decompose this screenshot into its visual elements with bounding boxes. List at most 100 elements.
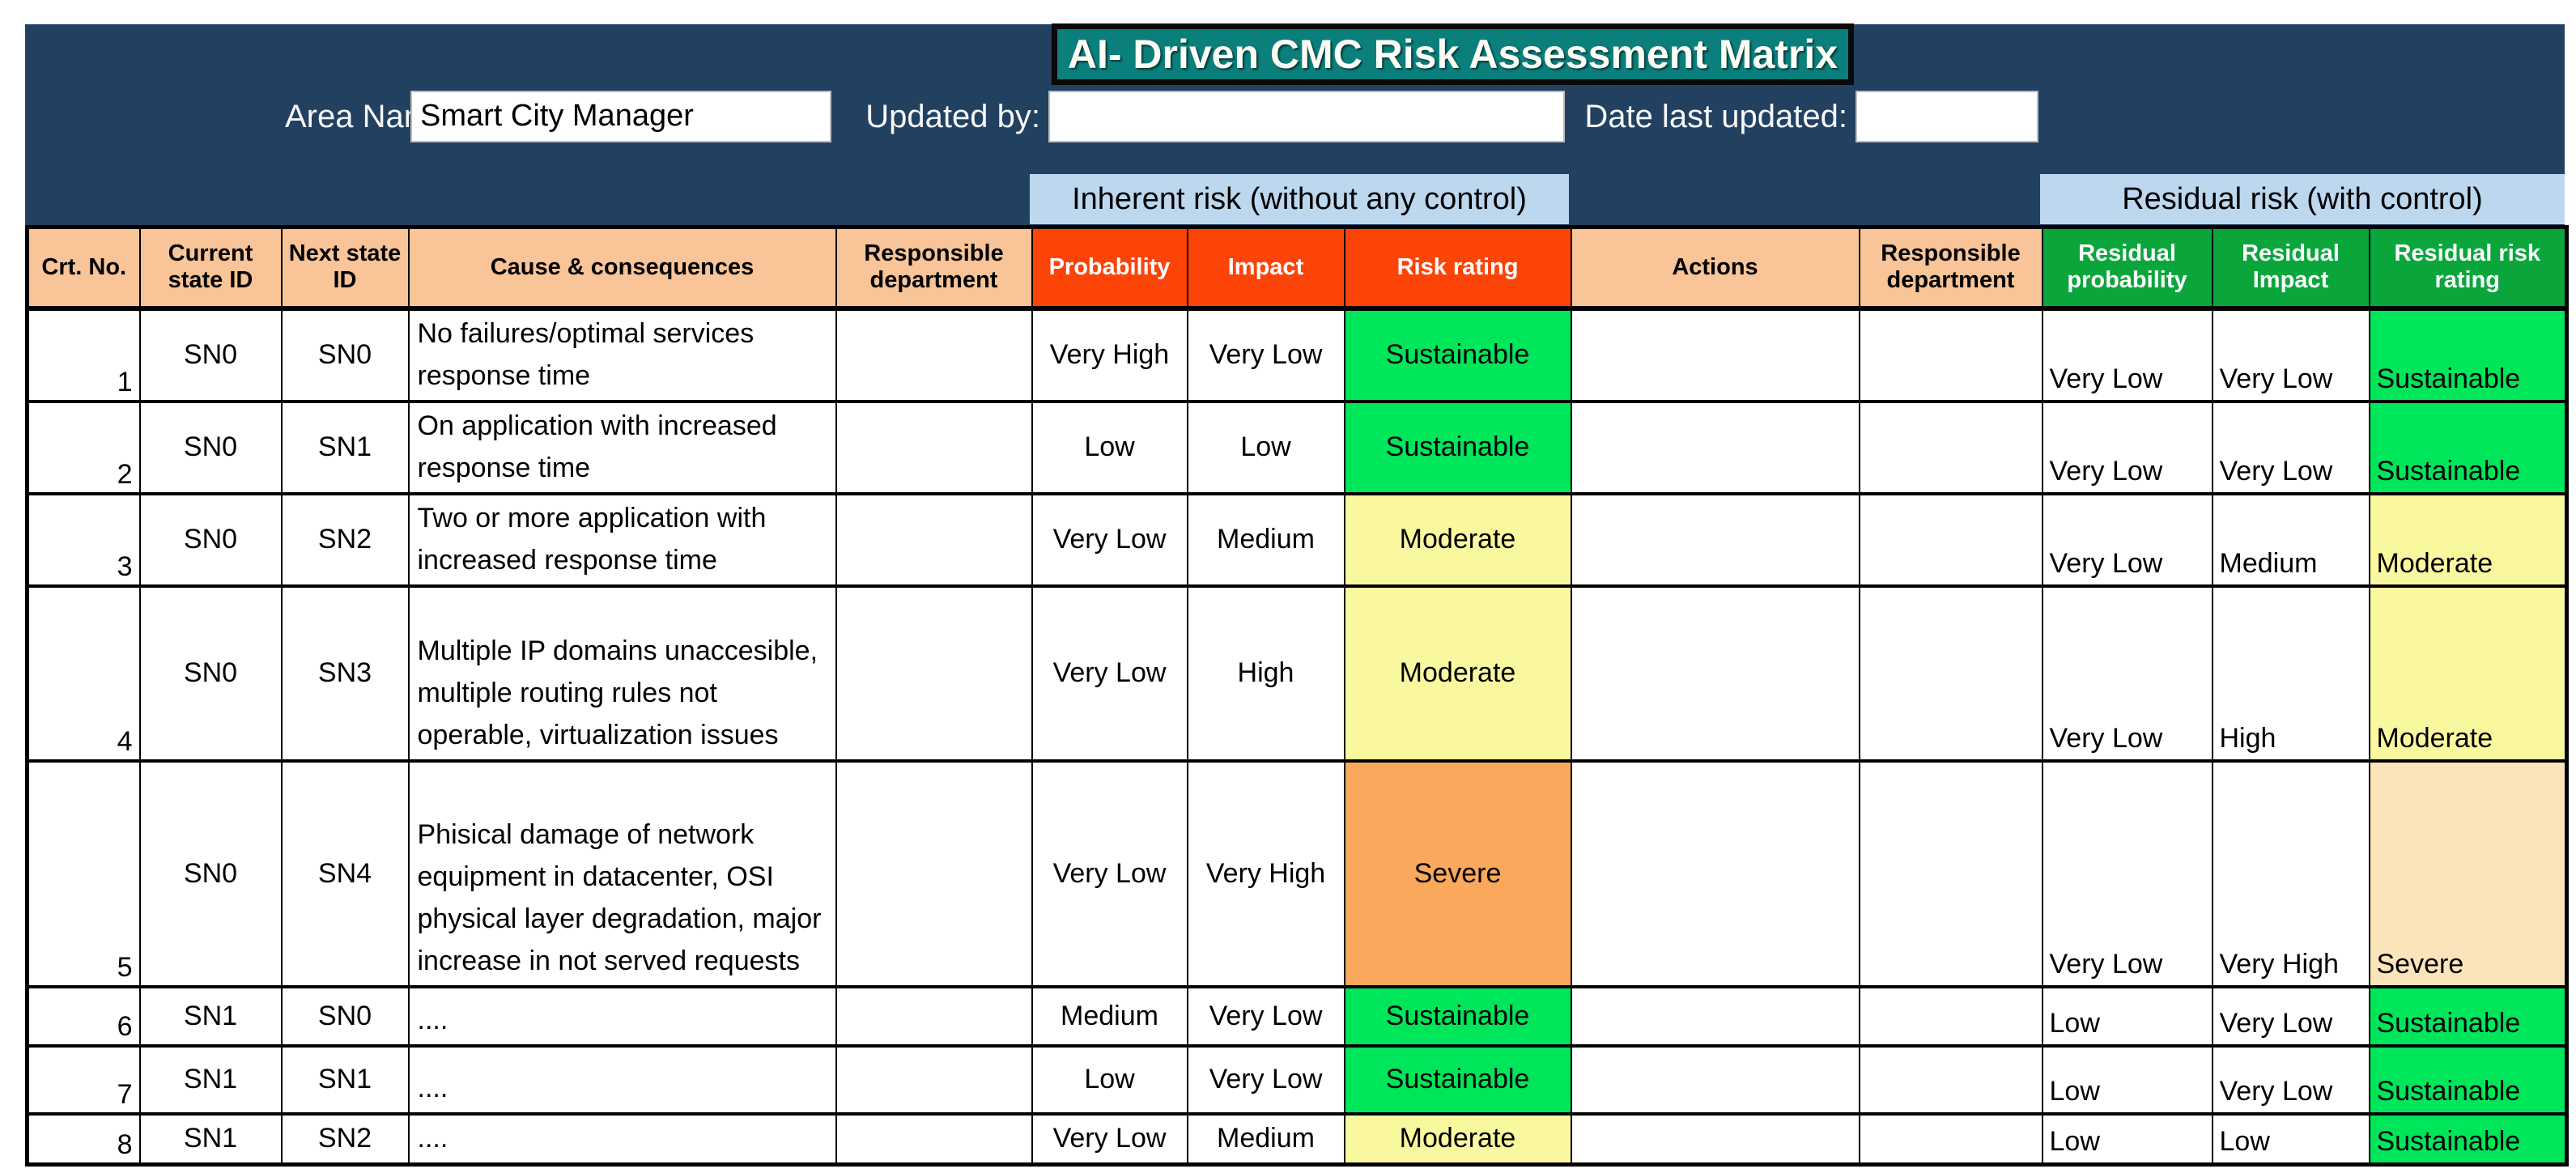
cell-next-state[interactable]: SN3 — [280, 584, 410, 763]
cell-actions[interactable] — [1570, 1043, 1860, 1116]
cell-probability[interactable]: Very High — [1031, 306, 1188, 403]
cell-cause[interactable]: .... — [407, 1043, 837, 1116]
cell-responsible-department[interactable] — [835, 399, 1033, 495]
cell-residual-risk-rating[interactable]: Sustainable — [2368, 984, 2568, 1048]
cell-residual-probability[interactable]: Low — [2041, 1043, 2213, 1116]
cell-responsible-department[interactable] — [835, 984, 1033, 1048]
cell-residual-impact[interactable]: Very High — [2211, 759, 2370, 988]
cell-current-state[interactable]: SN1 — [138, 1043, 283, 1116]
cell-cause[interactable]: No failures/optimal services response ti… — [407, 306, 837, 403]
cell-cause[interactable]: .... — [407, 1111, 837, 1166]
cell-next-state[interactable]: SN1 — [280, 399, 410, 495]
cell-residual-probability[interactable]: Very Low — [2041, 584, 2213, 763]
cell-residual-probability[interactable]: Low — [2041, 984, 2213, 1048]
cell-residual-impact[interactable]: Medium — [2211, 491, 2370, 588]
cell-responsible-department[interactable] — [835, 584, 1033, 763]
cell-responsible-department-2[interactable] — [1858, 399, 2043, 495]
cell-crt-no[interactable]: 6 — [26, 984, 141, 1048]
cell-residual-risk-rating[interactable]: Sustainable — [2368, 306, 2568, 403]
cell-residual-probability[interactable]: Very Low — [2041, 399, 2213, 495]
cell-responsible-department[interactable] — [835, 759, 1033, 988]
cell-cause[interactable]: .... — [407, 984, 837, 1048]
cell-residual-impact[interactable]: Very Low — [2211, 306, 2370, 403]
cell-crt-no[interactable]: 3 — [26, 491, 141, 588]
cell-residual-probability[interactable]: Very Low — [2041, 759, 2213, 988]
cell-residual-impact[interactable]: Low — [2211, 1111, 2370, 1166]
cell-responsible-department-2[interactable] — [1858, 491, 2043, 588]
cell-current-state[interactable]: SN0 — [138, 306, 283, 403]
cell-actions[interactable] — [1570, 584, 1860, 763]
cell-cause[interactable]: Phisical damage of network equipment in … — [407, 759, 837, 988]
cell-impact[interactable]: Very High — [1186, 759, 1345, 988]
cell-impact[interactable]: Medium — [1186, 1111, 1345, 1166]
cell-residual-probability[interactable]: Very Low — [2041, 491, 2213, 588]
cell-responsible-department[interactable] — [835, 306, 1033, 403]
cell-risk-rating[interactable]: Moderate — [1343, 1111, 1572, 1166]
cell-responsible-department-2[interactable] — [1858, 1111, 2043, 1166]
cell-actions[interactable] — [1570, 984, 1860, 1048]
cell-responsible-department-2[interactable] — [1858, 759, 2043, 988]
cell-actions[interactable] — [1570, 1111, 1860, 1166]
cell-current-state[interactable]: SN0 — [138, 584, 283, 763]
cell-cause[interactable]: Multiple IP domains unaccesible, multipl… — [407, 584, 837, 763]
updated-by-input[interactable] — [1048, 91, 1565, 142]
cell-risk-rating[interactable]: Moderate — [1343, 491, 1572, 588]
cell-residual-probability[interactable]: Low — [2041, 1111, 2213, 1166]
cell-crt-no[interactable]: 7 — [26, 1043, 141, 1116]
cell-risk-rating[interactable]: Sustainable — [1343, 1043, 1572, 1116]
cell-risk-rating[interactable]: Severe — [1343, 759, 1572, 988]
cell-probability[interactable]: Medium — [1031, 984, 1188, 1048]
cell-residual-risk-rating[interactable]: Sustainable — [2368, 1111, 2568, 1166]
cell-risk-rating[interactable]: Sustainable — [1343, 984, 1572, 1048]
cell-next-state[interactable]: SN0 — [280, 306, 410, 403]
cell-probability[interactable]: Very Low — [1031, 584, 1188, 763]
cell-cause[interactable]: Two or more application with increased r… — [407, 491, 837, 588]
cell-impact[interactable]: Low — [1186, 399, 1345, 495]
cell-risk-rating[interactable]: Sustainable — [1343, 306, 1572, 403]
cell-risk-rating[interactable]: Sustainable — [1343, 399, 1572, 495]
cell-crt-no[interactable]: 1 — [26, 306, 141, 403]
cell-current-state[interactable]: SN0 — [138, 399, 283, 495]
cell-next-state[interactable]: SN1 — [280, 1043, 410, 1116]
cell-responsible-department[interactable] — [835, 1111, 1033, 1166]
cell-impact[interactable]: Very Low — [1186, 1043, 1345, 1116]
cell-current-state[interactable]: SN0 — [138, 759, 283, 988]
cell-responsible-department-2[interactable] — [1858, 306, 2043, 403]
cell-current-state[interactable]: SN0 — [138, 491, 283, 588]
cell-residual-risk-rating[interactable]: Moderate — [2368, 584, 2568, 763]
cell-probability[interactable]: Very Low — [1031, 759, 1188, 988]
cell-residual-probability[interactable]: Very Low — [2041, 306, 2213, 403]
date-last-updated-input[interactable] — [1855, 91, 2038, 142]
cell-probability[interactable]: Very Low — [1031, 1111, 1188, 1166]
cell-impact[interactable]: Medium — [1186, 491, 1345, 588]
cell-residual-impact[interactable]: Very Low — [2211, 399, 2370, 495]
cell-actions[interactable] — [1570, 759, 1860, 988]
cell-actions[interactable] — [1570, 399, 1860, 495]
cell-next-state[interactable]: SN2 — [280, 491, 410, 588]
cell-residual-impact[interactable]: Very Low — [2211, 1043, 2370, 1116]
cell-residual-risk-rating[interactable]: Sustainable — [2368, 1043, 2568, 1116]
cell-crt-no[interactable]: 4 — [26, 584, 141, 763]
cell-residual-impact[interactable]: High — [2211, 584, 2370, 763]
cell-impact[interactable]: Very Low — [1186, 306, 1345, 403]
cell-residual-risk-rating[interactable]: Moderate — [2368, 491, 2568, 588]
cell-next-state[interactable]: SN4 — [280, 759, 410, 988]
cell-impact[interactable]: Very Low — [1186, 984, 1345, 1048]
cell-actions[interactable] — [1570, 306, 1860, 403]
cell-responsible-department-2[interactable] — [1858, 1043, 2043, 1116]
cell-risk-rating[interactable]: Moderate — [1343, 584, 1572, 763]
cell-actions[interactable] — [1570, 491, 1860, 588]
cell-impact[interactable]: High — [1186, 584, 1345, 763]
cell-cause[interactable]: On application with increased response t… — [407, 399, 837, 495]
cell-probability[interactable]: Low — [1031, 1043, 1188, 1116]
cell-residual-risk-rating[interactable]: Sustainable — [2368, 399, 2568, 495]
cell-current-state[interactable]: SN1 — [138, 984, 283, 1048]
cell-probability[interactable]: Low — [1031, 399, 1188, 495]
cell-crt-no[interactable]: 8 — [26, 1111, 141, 1166]
cell-residual-risk-rating[interactable]: Severe — [2368, 759, 2568, 988]
cell-next-state[interactable]: SN2 — [280, 1111, 410, 1166]
cell-crt-no[interactable]: 2 — [26, 399, 141, 495]
cell-responsible-department-2[interactable] — [1858, 984, 2043, 1048]
cell-current-state[interactable]: SN1 — [138, 1111, 283, 1166]
cell-next-state[interactable]: SN0 — [280, 984, 410, 1048]
